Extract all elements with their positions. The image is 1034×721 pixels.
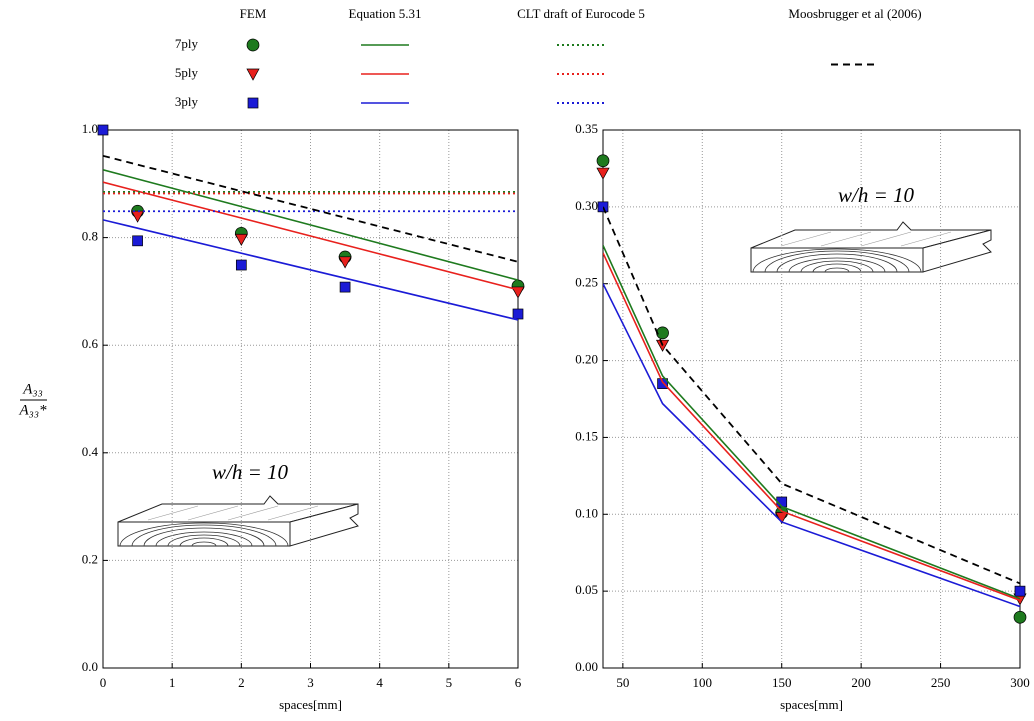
x-tick-label: 150 [772, 675, 792, 690]
series-line [103, 219, 518, 321]
series-line [603, 244, 1020, 600]
x-tick-label: 100 [693, 675, 713, 690]
marker [235, 259, 247, 271]
marker [339, 281, 351, 293]
x-tick-label: 4 [376, 675, 383, 690]
hatch [227, 505, 279, 521]
series-line [603, 252, 1020, 602]
y-label-denominator: A₃₃* [18, 402, 47, 418]
hatch [860, 231, 912, 247]
marker [130, 210, 145, 223]
marker [338, 256, 352, 269]
marker [512, 308, 524, 320]
x-tick-label: 1 [169, 675, 176, 690]
legend-symbol [247, 97, 259, 109]
growth-rings [119, 522, 289, 547]
marker [657, 378, 668, 389]
y-tick-label: 0.6 [82, 336, 99, 351]
legend-row-label: 3ply [175, 94, 199, 109]
marker [655, 339, 670, 352]
x-tick-label: 300 [1010, 675, 1030, 690]
hatch [900, 231, 952, 247]
x-tick-label: 6 [515, 675, 522, 690]
x-tick-label: 250 [931, 675, 951, 690]
marker [596, 154, 610, 168]
y-tick-label: 0.05 [575, 582, 598, 597]
y-tick-label: 0.4 [82, 444, 99, 459]
series-line [603, 206, 1020, 585]
plot-frame [602, 129, 1021, 669]
hatch [187, 505, 239, 521]
legend-header: FEM [240, 6, 267, 21]
hatch [780, 231, 832, 247]
y-tick-label: 0.10 [575, 505, 598, 520]
hatch [267, 505, 319, 521]
y-label-numerator: A₃₃ [22, 381, 43, 397]
legend-row-label: 5ply [175, 65, 199, 80]
hatch [147, 505, 199, 521]
marker [97, 124, 109, 136]
legend-symbol [246, 38, 260, 52]
legend-header: Moosbrugger et al (2006) [788, 6, 921, 21]
y-tick-label: 1.0 [82, 121, 98, 136]
y-tick-label: 0.35 [575, 121, 598, 136]
x-tick-label: 50 [616, 675, 629, 690]
y-tick-label: 0.20 [575, 352, 598, 367]
x-tick-label: 2 [238, 675, 245, 690]
marker [234, 233, 248, 246]
x-axis-label: spaces[mm] [780, 697, 843, 712]
x-tick-label: 200 [851, 675, 871, 690]
board-icon [750, 221, 992, 273]
legend-symbol [246, 68, 260, 81]
y-tick-label: 0.30 [575, 198, 598, 213]
legend-header: CLT draft of Eurocode 5 [517, 6, 645, 21]
marker [656, 326, 669, 340]
annotation: w/h = 10 [212, 460, 289, 484]
y-tick-label: 0.00 [575, 659, 598, 674]
marker [1014, 585, 1026, 597]
plot-frame [102, 129, 519, 669]
series-line [603, 283, 1020, 608]
marker [132, 235, 143, 247]
marker [1013, 610, 1027, 624]
series-line [103, 169, 518, 281]
x-tick-label: 3 [307, 675, 314, 690]
y-tick-label: 0.2 [82, 551, 98, 566]
marker [596, 167, 610, 180]
legend-row-label: 7ply [175, 36, 199, 51]
legend-header: Equation 5.31 [349, 6, 422, 21]
y-tick-label: 0.15 [575, 428, 598, 443]
hatch [820, 231, 872, 247]
x-tick-label: 0 [100, 675, 107, 690]
marker [775, 512, 789, 525]
x-tick-label: 5 [446, 675, 453, 690]
y-tick-label: 0.0 [82, 659, 98, 674]
y-tick-label: 0.25 [575, 275, 598, 290]
series-line [103, 181, 518, 291]
board-icon [117, 495, 359, 547]
annotation: w/h = 10 [838, 183, 915, 207]
x-axis-label: spaces[mm] [279, 697, 342, 712]
growth-rings [752, 248, 922, 273]
y-tick-label: 0.8 [82, 229, 98, 244]
